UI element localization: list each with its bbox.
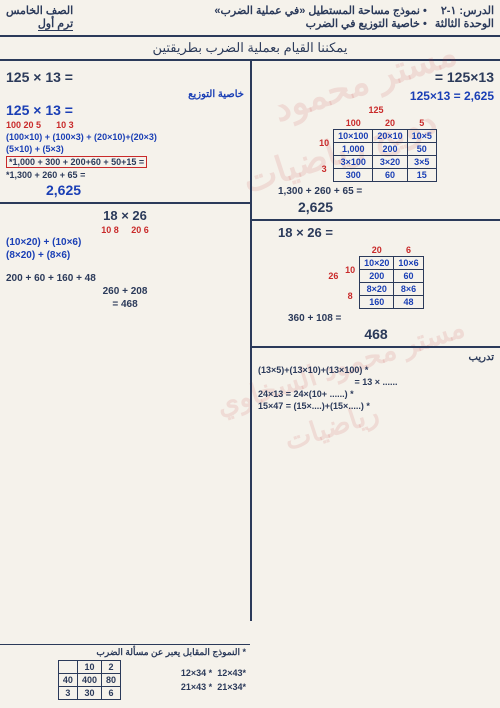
topic-2: • خاصية التوزيع في الضرب (81, 17, 427, 30)
ex1-dec2: 10 3 (56, 120, 74, 130)
practice-2: 24×13 = 24×(10+ ......) * (258, 389, 494, 399)
ex1-dist-label: خاصية التوزيع (6, 89, 244, 100)
ex1-area-top: 125 (258, 105, 494, 115)
ex1-problem-left: 125 × 13 = (6, 69, 244, 85)
header: الدرس: ١-٢ الوحدة الثالثة • نموذج مساحة … (0, 0, 500, 37)
practice-1b: = 13 × ...... (258, 377, 494, 387)
bottom-table: 10 2 40 400 80 3 30 6 (58, 660, 121, 700)
ex1-expand2: (5×10) + (5×3) (6, 144, 244, 154)
left-column: 125 × 13 = خاصية التوزيع 125 × 13 = 100 … (0, 61, 250, 621)
term-label: ترم أول (38, 17, 73, 31)
subtitle: يمكننا القيام بعملية الضرب بطريقتين (0, 37, 500, 61)
opt-4: 21×34* (217, 682, 246, 692)
ex2-area-table: 20 6 10 10×20 10×6 200 60 8 8×20 (341, 244, 424, 309)
ex1-split: 125 × 13 = (6, 102, 244, 118)
main-content: 125 × 13 = خاصية التوزيع 125 × 13 = 100 … (0, 61, 500, 621)
practice-1: (13×5)+(13×10)+(13×100) * (258, 365, 494, 375)
opt-3: 21×43 * (181, 682, 212, 692)
ex2-e2: (8×20) + (8×6) (6, 250, 244, 261)
ex1-answer-left: 2,625 (6, 182, 244, 198)
bottom-title: * النموذج المقابل يعبر عن مسألة الضرب (4, 647, 246, 658)
ex2-answer-left: = 468 (6, 299, 244, 310)
ex1-result-right: 125×13 = 2,625 (258, 89, 494, 103)
practice-title: تدريب (258, 352, 494, 363)
ex2-dec1: 10 8 (101, 225, 119, 235)
ex1-sum-right: 1,300 + 260 + 65 = (258, 186, 494, 197)
unit-number: الوحدة الثالثة (435, 17, 494, 30)
bottom-model: * النموذج المقابل يعبر عن مسألة الضرب 10… (0, 644, 250, 704)
ex2-problem-left: 18 × 26 (6, 208, 244, 223)
lesson-number: الدرس: ١-٢ (435, 4, 494, 17)
ex2-sumline: 200 + 60 + 160 + 48 (6, 273, 244, 284)
ex2-group: 260 + 208 (6, 286, 244, 297)
practice-3: 15×47 = (15×....)+(15×.....) * (258, 401, 494, 411)
ex1-sumline: *1,000 + 300 + 200+60 + 50+15 = (6, 156, 244, 168)
ex2-sum-right: 360 + 108 = (258, 313, 494, 324)
ex1-dec1: 100 20 5 (6, 120, 41, 130)
opt-1: 12×34 * (181, 668, 212, 678)
ex2-answer-right: 468 (258, 326, 494, 342)
ex2-top: 26 (328, 271, 338, 281)
ex1-problem-right: = 125×13 (258, 69, 494, 85)
topic-1: • نموذج مساحة المستطيل «في عملية الضرب» (81, 4, 427, 17)
ex1-group: *1,300 + 260 + 65 = (6, 170, 244, 180)
ex1-area-table: 100 20 5 10 10×100 20×10 10×5 1,000 200 … (315, 117, 437, 182)
grade-level: الصف الخامس (6, 4, 73, 17)
right-column: = 125×13 125×13 = 2,625 125 100 20 5 10 … (250, 61, 500, 621)
ex1-expand: (100×10) + (100×3) + (20×10)+(20×3) (6, 132, 244, 142)
ex2-e1: (10×20) + (10×6) (6, 237, 244, 248)
opt-2: 12×43* (217, 668, 246, 678)
ex1-answer-right: 2,625 (258, 199, 494, 215)
ex2-problem-right: 18 × 26 = (258, 225, 494, 240)
ex2-dec2: 20 6 (131, 225, 149, 235)
